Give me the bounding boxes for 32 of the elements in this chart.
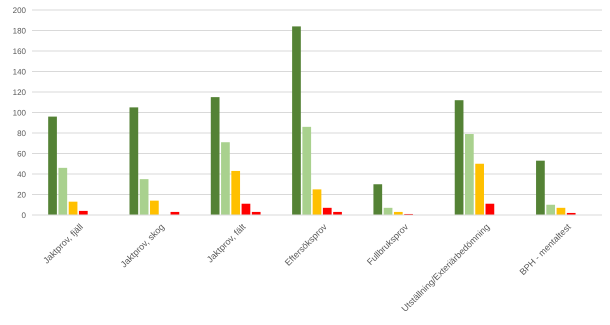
y-tick-label: 60 (17, 149, 27, 158)
bar (129, 107, 138, 215)
bar (231, 170, 240, 215)
y-tick-label: 100 (12, 108, 27, 118)
bar (536, 160, 545, 215)
y-tick-label: 120 (12, 88, 27, 97)
y-tick-label: 40 (17, 170, 27, 179)
y-tick-label: 0 (22, 210, 27, 220)
y-tick-label: 200 (12, 6, 27, 15)
bar (221, 142, 230, 215)
bar (150, 200, 159, 215)
bar (546, 204, 556, 215)
bar (465, 134, 474, 215)
bar (140, 179, 148, 215)
y-tick-label: 160 (12, 46, 27, 56)
y-tick-label: 180 (12, 26, 27, 36)
bar (556, 208, 566, 215)
bar (475, 164, 484, 215)
bar (454, 100, 464, 215)
y-tick-label: 140 (12, 67, 27, 76)
bar (384, 208, 392, 215)
bar (48, 116, 57, 215)
y-tick-label: 20 (17, 190, 27, 200)
bar (373, 184, 382, 215)
bar (292, 26, 301, 215)
bar (302, 126, 312, 215)
bar (210, 97, 220, 215)
bar (486, 204, 494, 215)
bar (58, 168, 68, 215)
y-tick-label: 80 (17, 128, 27, 138)
bar (312, 189, 322, 215)
bar (68, 202, 78, 215)
